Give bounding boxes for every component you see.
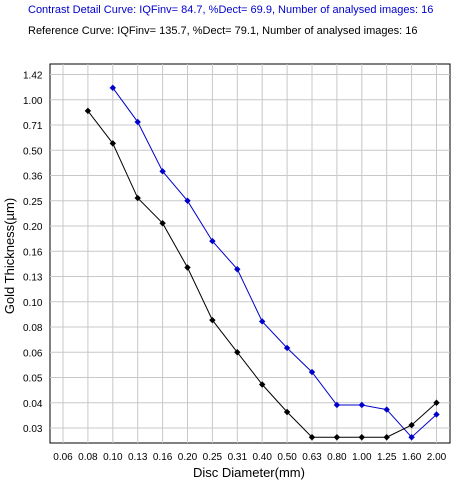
y-tick-labels: 0.03 0.04 0.05 0.06 0.08 0.10 0.13 0.16 0.20 0.25… [23,71,43,436]
data-point [433,411,440,418]
x-tick-label: 1.60 [402,452,422,463]
data-point [408,421,415,429]
x-tick-label: 0.25 [203,452,223,463]
y-tick-label: 0.50 [23,146,43,157]
data-point [433,399,440,406]
series-line-0 [112,87,437,438]
x-tick-label: 0.31 [228,452,248,463]
data-point [283,344,291,352]
x-tick-label: 0.08 [78,452,98,463]
y-tick-label: 0.25 [23,197,43,208]
data-point [184,197,191,204]
data-point [134,118,141,126]
x-tick-label: 0.16 [153,452,173,463]
data-point [333,401,341,409]
data-point [408,434,415,441]
x-tick-label: 0.20 [178,452,198,463]
data-series [84,84,440,441]
data-point [259,318,266,325]
y-tick-label: 0.05 [23,374,43,385]
x-tick-label: 1.00 [352,452,372,463]
data-point [159,220,166,227]
data-point [209,237,216,245]
x-tick-label: 0.40 [252,452,272,463]
x-tick-label: 0.10 [103,452,123,463]
data-point [234,266,241,273]
y-tick-label: 0.03 [23,424,43,435]
data-point [358,401,365,409]
data-point [109,140,116,147]
plot-area [49,63,451,444]
data-point [84,107,92,115]
data-point [184,264,191,271]
data-point [209,316,216,324]
y-tick-label: 0.10 [23,298,43,309]
x-tick-label: 0.06 [53,452,73,463]
data-point [308,368,316,376]
data-point [259,381,266,388]
y-tick-label: 0.16 [23,247,43,258]
data-point [283,408,291,416]
y-tick-label: 0.08 [23,323,43,334]
contrast-curve-summary: Contrast Detail Curve: IQFinv= 84.7, %De… [28,4,434,16]
data-point [109,84,116,92]
y-tick-label: 0.20 [23,222,43,233]
x-tick-label: 0.50 [277,452,297,463]
x-axis-label: Disc Diameter(mm) [193,465,305,480]
data-point [159,168,166,175]
data-point [308,434,316,441]
data-point [383,406,390,413]
x-tick-label: 0.80 [327,452,347,463]
x-tick-labels: 0.06 0.08 0.10 0.13 0.16 0.20 0.25 0.31 0.40 0.50… [53,452,446,463]
y-tick-label: 1.00 [23,96,43,107]
x-tick-label: 0.63 [302,452,322,463]
x-tick-label: 1.25 [377,452,397,463]
x-tick-label: 2.00 [427,452,447,463]
y-tick-label: 0.04 [23,399,43,410]
data-point [358,434,365,441]
data-point [383,434,390,441]
y-tick-label: 1.42 [23,71,43,82]
grid-lines [50,64,450,443]
y-tick-label: 0.71 [23,121,43,132]
x-tick-label: 0.13 [128,452,148,463]
y-axis-label: Gold Thickness(µm) [2,198,17,314]
y-tick-label: 0.06 [23,348,43,359]
y-tick-label: 0.13 [23,273,43,284]
reference-curve-summary: Reference Curve: IQFinv= 135.7, %Dect= 7… [28,25,418,37]
data-point [134,194,141,202]
y-tick-label: 0.36 [23,172,43,183]
data-point [234,349,241,356]
data-point [333,434,341,441]
